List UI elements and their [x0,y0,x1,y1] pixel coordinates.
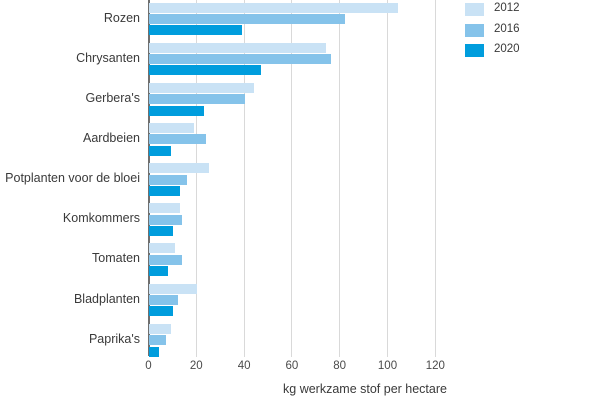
category-label: Potplanten voor de bloei [5,171,140,186]
gridline [243,0,245,357]
bar-2012 [149,82,255,93]
bar-2012 [149,243,176,254]
bar-2020 [149,25,243,36]
x-tick-label: 80 [333,360,347,372]
bar-2016 [149,214,183,225]
bar-2016 [149,13,345,24]
bar-2012 [149,2,398,13]
category-label: Aardbeien [83,130,140,145]
bar-2020 [149,226,173,237]
bar-2016 [149,174,188,185]
category-label: Gerbera's [85,90,141,105]
category-label: Paprika's [88,331,140,346]
bar-2020 [149,346,159,357]
bar-2012 [149,283,197,294]
gridline [195,0,197,357]
bar-2012 [149,203,181,214]
category-label: Chrysanten [76,50,140,65]
bar-2016 [149,94,245,105]
bar-2012 [149,42,326,53]
x-tick-label: 100 [377,360,398,372]
gridline [339,0,341,357]
bar-2020 [149,306,173,317]
x-tick-label: 60 [285,360,299,372]
x-axis-label: kg werkzame stof per hectare [283,382,447,396]
legend-label-2016: 2016 [494,22,520,35]
legend-label-2020: 2020 [494,43,520,55]
x-tick-label: 20 [189,360,203,372]
x-tick-label: 0 [145,360,152,372]
category-label: Rozen [103,10,140,25]
gridline [387,0,388,357]
bar-2020 [149,185,181,196]
legend-swatch-2016 [465,23,484,37]
bar-2020 [149,65,262,76]
bar-2020 [149,266,169,277]
category-label: Tomaten [92,251,140,266]
gridline [291,0,293,357]
bar-2016 [149,254,183,265]
category-label: Komkommers [62,211,140,226]
bar-2012 [149,122,195,133]
bar-2016 [149,335,166,346]
x-tick-label: 120 [425,360,445,372]
bar-2016 [149,294,178,305]
bar-2016 [149,54,331,65]
bar-2020 [149,145,171,156]
bar-2012 [149,163,209,174]
legend-label-2012: 2012 [494,2,520,14]
gridline [434,0,436,357]
category-label: Bladplanten [73,291,140,306]
y-axis-line [147,0,150,356]
bar-2012 [149,323,171,334]
x-tick-label: 40 [237,360,251,372]
bar-2016 [149,134,207,145]
legend-swatch-2012 [465,3,484,16]
bar-2020 [149,105,204,116]
legend-swatch-2020 [465,44,484,57]
